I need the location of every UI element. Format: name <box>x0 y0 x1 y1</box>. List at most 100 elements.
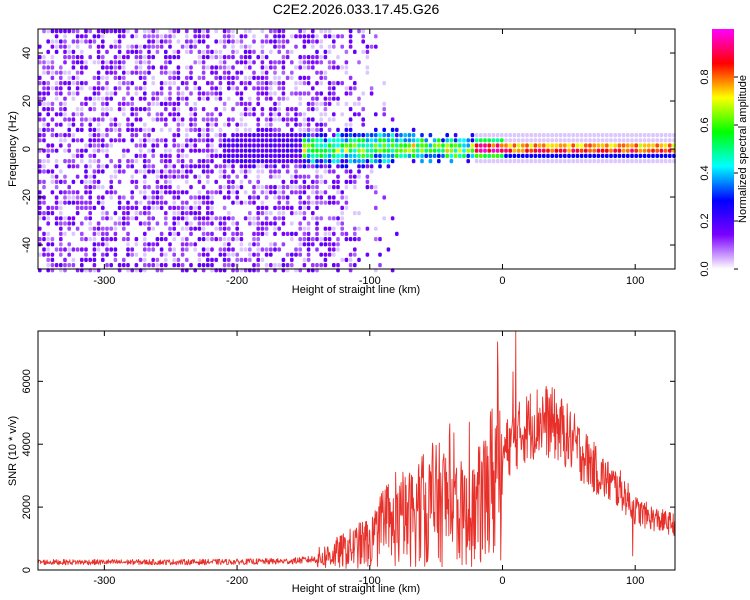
heatmap-cell <box>222 75 227 80</box>
heatmap-cell <box>365 44 370 49</box>
heatmap-cell <box>67 91 71 96</box>
heatmap-cell <box>235 138 239 143</box>
heatmap-cell <box>222 39 227 44</box>
heatmap-cell <box>155 200 160 205</box>
heatmap-cell <box>54 39 59 44</box>
heatmap-cell <box>50 55 55 60</box>
heatmap-cell <box>302 263 307 268</box>
heatmap-cell <box>626 143 630 148</box>
heatmap-cell <box>193 81 197 86</box>
heatmap-cell <box>71 200 76 205</box>
heatmap-cell <box>588 138 592 143</box>
heatmap-cell <box>84 216 88 221</box>
heatmap-cell <box>138 221 143 226</box>
heatmap-cell <box>201 49 206 54</box>
heatmap-cell <box>151 148 155 153</box>
heatmap-cell <box>122 257 126 262</box>
heatmap-cell <box>533 153 538 158</box>
heatmap-cell <box>256 231 260 236</box>
heatmap-cell <box>256 179 260 184</box>
heatmap-cell <box>327 242 332 247</box>
heatmap-cell <box>311 29 315 34</box>
heatmap-cell <box>298 127 302 132</box>
heatmap-cell <box>584 153 588 158</box>
heatmap-cell <box>218 237 223 242</box>
heatmap-cell <box>327 34 332 39</box>
heatmap-cell <box>563 138 567 143</box>
heatmap-cell <box>214 133 218 138</box>
heatmap-cell <box>126 221 130 226</box>
heatmap-cell <box>571 148 575 153</box>
heatmap-cell <box>311 148 315 153</box>
heatmap-cell <box>264 247 269 252</box>
heatmap-cell <box>42 96 46 101</box>
heatmap-cell <box>210 190 214 195</box>
heatmap-cell <box>332 159 336 164</box>
heatmap-cell <box>281 34 286 39</box>
heatmap-cell <box>130 164 134 169</box>
heatmap-cell <box>546 159 550 164</box>
heatmap-cell <box>185 127 189 132</box>
heatmap-cell <box>105 60 109 65</box>
heatmap-cell <box>71 133 76 138</box>
heatmap-cell <box>332 133 336 138</box>
heatmap-cell <box>340 190 344 195</box>
heatmap-cell <box>101 86 105 91</box>
heatmap-cell <box>88 127 92 132</box>
heatmap-cell <box>134 242 139 247</box>
heatmap-cell <box>626 133 630 138</box>
heatmap-cell <box>647 159 651 164</box>
heatmap-cell <box>386 159 391 164</box>
heatmap-cell <box>206 164 210 169</box>
heatmap-cell <box>197 195 202 200</box>
heatmap-cell <box>164 221 168 226</box>
heatmap-cell <box>332 179 336 184</box>
heatmap-cell <box>189 164 193 169</box>
heatmap-cell <box>332 195 336 200</box>
heatmap-cell <box>59 211 63 216</box>
heatmap-cell <box>210 122 214 127</box>
heatmap-cell <box>537 153 542 158</box>
heatmap-cell <box>197 55 202 60</box>
heatmap-cell <box>42 159 46 164</box>
heatmap-cell <box>256 205 260 210</box>
heatmap-cell <box>214 29 218 34</box>
heatmap-cell <box>600 133 605 138</box>
heatmap-cell <box>185 179 189 184</box>
heatmap-cell <box>201 221 206 226</box>
heatmap-cell <box>75 138 80 143</box>
heatmap-cell <box>554 153 559 158</box>
heatmap-cell <box>273 133 277 138</box>
heatmap-cell <box>231 169 235 174</box>
heatmap-cell <box>206 247 210 252</box>
heatmap-cell <box>59 179 63 184</box>
heatmap-cell <box>243 75 248 80</box>
heatmap-cell <box>227 70 231 75</box>
heatmap-cell <box>46 242 50 247</box>
heatmap-cell <box>638 153 643 158</box>
heatmap-cell <box>210 153 214 158</box>
heatmap-cell <box>138 117 143 122</box>
heatmap-cell <box>180 226 185 231</box>
heatmap-cell <box>252 195 256 200</box>
heatmap-cell <box>227 153 231 158</box>
heatmap-cell <box>277 96 281 101</box>
y-tick-label: 6000 <box>21 369 33 393</box>
heatmap-cell <box>336 127 340 132</box>
heatmap-cell <box>256 81 260 86</box>
heatmap-cell <box>357 164 361 169</box>
heatmap-cell <box>113 226 118 231</box>
heatmap-cell <box>256 133 260 138</box>
heatmap-cell <box>260 39 265 44</box>
heatmap-cell <box>176 70 181 75</box>
heatmap-cell <box>197 226 202 231</box>
heatmap-cell <box>369 86 374 91</box>
heatmap-cell <box>168 127 172 132</box>
heatmap-cell <box>227 263 231 268</box>
heatmap-cell <box>67 70 71 75</box>
heatmap-cell <box>168 70 172 75</box>
heatmap-cell <box>437 143 441 148</box>
heatmap-cell <box>407 148 412 153</box>
heatmap-cell <box>197 164 202 169</box>
heatmap-cell <box>336 179 340 184</box>
